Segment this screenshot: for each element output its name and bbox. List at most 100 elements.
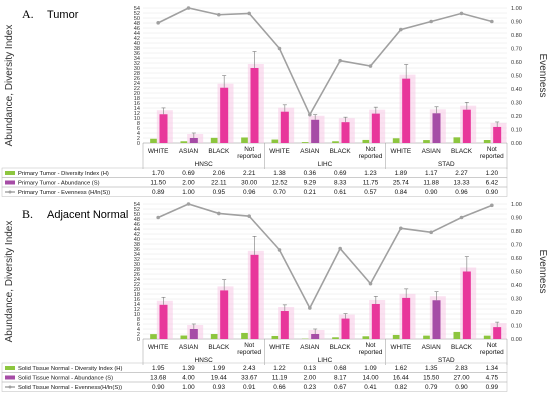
legend-entry: Solid Tissue Normal - Abundance (S) bbox=[18, 376, 113, 382]
data-table-cell: 2.06 bbox=[213, 170, 226, 177]
table-row bbox=[1, 381, 508, 392]
data-table-cell: 0.23 bbox=[304, 384, 317, 391]
point-evenness bbox=[490, 203, 494, 208]
x-tick-label: reported bbox=[359, 153, 383, 160]
point-evenness bbox=[399, 27, 403, 32]
y-axis-label-right: Evenness bbox=[537, 250, 548, 294]
data-table-cell: 1.39 bbox=[182, 365, 195, 372]
line-evenness bbox=[157, 7, 493, 117]
y-tick-label-left: 36 bbox=[134, 247, 140, 253]
y-tick-label-left: 0 bbox=[137, 141, 140, 147]
x-tick-label: ASIAN bbox=[300, 148, 320, 155]
y-tick-label-right: 0.70 bbox=[511, 47, 522, 53]
y-tick-label-left: 40 bbox=[134, 41, 140, 47]
data-table-cell: 1.38 bbox=[273, 170, 286, 177]
data-table-cell: 11.75 bbox=[363, 180, 379, 187]
point-evenness bbox=[186, 6, 191, 10]
y-tick-label-left: 12 bbox=[134, 307, 140, 313]
data-table-cell: 25.74 bbox=[393, 180, 409, 187]
point-evenness bbox=[308, 112, 312, 117]
data-table-cell: 1.20 bbox=[486, 170, 499, 177]
x-tick-label: ASIAN bbox=[179, 344, 199, 351]
data-table-cell: 0.69 bbox=[182, 170, 195, 177]
x-tick-label: WHITE bbox=[391, 344, 412, 351]
y-tick-label-left: 30 bbox=[134, 66, 140, 72]
y-tick-label-left: 6 bbox=[137, 322, 140, 328]
x-tick-label: BLACK bbox=[330, 344, 352, 351]
y-tick-label-right: 0.40 bbox=[511, 87, 522, 93]
data-table-cell: 0.36 bbox=[304, 170, 317, 177]
bar-diversity bbox=[301, 142, 309, 143]
x-tick-label: BLACK bbox=[208, 344, 230, 351]
legend-swatch bbox=[5, 375, 15, 380]
y-tick-label-left: 44 bbox=[134, 31, 140, 37]
y-tick-label-left: 22 bbox=[134, 86, 140, 92]
bar-diversity bbox=[483, 335, 491, 339]
data-table-cell: 1.95 bbox=[152, 365, 165, 372]
x-tick-label: Not bbox=[244, 342, 254, 349]
point-evenness bbox=[368, 64, 373, 68]
data-table-cell: 2.27 bbox=[455, 170, 468, 177]
y-tick-label-right: 0.60 bbox=[511, 256, 522, 262]
y-tick-label-left: 10 bbox=[134, 312, 140, 318]
bar-abundance bbox=[189, 138, 198, 143]
data-table-cell: 1.09 bbox=[364, 365, 377, 372]
bar-abundance bbox=[159, 304, 168, 339]
bar-abundance bbox=[250, 254, 259, 339]
y-tick-label-right: 0.50 bbox=[511, 270, 522, 276]
panel-title: A. bbox=[22, 7, 34, 21]
data-table-cell: 1.17 bbox=[425, 170, 438, 177]
y-tick-label-left: 6 bbox=[137, 126, 140, 132]
bar-abundance bbox=[311, 334, 320, 339]
data-table-cell: 8.17 bbox=[334, 375, 347, 382]
x-group-label: STAD bbox=[438, 161, 455, 168]
data-table-cell: 2.83 bbox=[455, 365, 468, 372]
bar-diversity bbox=[271, 335, 279, 339]
y-tick-label-left: 40 bbox=[134, 237, 140, 243]
y-tick-label-left: 48 bbox=[134, 21, 140, 27]
y-tick-label-right: 0.50 bbox=[511, 74, 522, 80]
legend-entry: Primary Tumor - Abundance (S) bbox=[18, 181, 100, 187]
bar-diversity bbox=[332, 141, 339, 143]
y-axis-label-right: Evenness bbox=[537, 54, 548, 98]
x-tick-label: ASIAN bbox=[422, 344, 442, 351]
panel-title: B. bbox=[22, 207, 33, 221]
data-table-cell: 14.00 bbox=[363, 375, 379, 382]
y-tick-label-left: 32 bbox=[134, 61, 140, 67]
y-tick-label-left: 20 bbox=[134, 91, 140, 97]
y-tick-label-right: 0.10 bbox=[511, 128, 522, 134]
x-tick-label: BLACK bbox=[330, 148, 352, 155]
y-tick-label-left: 8 bbox=[137, 121, 140, 127]
bar-diversity bbox=[150, 138, 157, 143]
x-tick-label: WHITE bbox=[148, 148, 169, 155]
data-table-cell: 13.33 bbox=[454, 180, 470, 187]
y-tick-label-right: 0.40 bbox=[511, 283, 522, 289]
y-tick-label-left: 32 bbox=[134, 257, 140, 263]
data-table-cell: 11.19 bbox=[272, 375, 288, 382]
bar-diversity bbox=[332, 337, 339, 339]
data-table-cell: 0.95 bbox=[213, 189, 226, 196]
y-tick-label-left: 50 bbox=[134, 16, 140, 22]
x-tick-label: reported bbox=[237, 349, 261, 356]
point-evenness bbox=[338, 58, 342, 63]
bar-abundance bbox=[493, 126, 502, 143]
y-tick-label-right: 1.00 bbox=[511, 202, 522, 208]
data-table-cell: 4.75 bbox=[486, 375, 499, 382]
data-table-cell: 1.35 bbox=[425, 365, 438, 372]
data-table-cell: 30.00 bbox=[241, 180, 257, 187]
data-table-cell: 1.70 bbox=[152, 170, 165, 177]
legend-entry: Primary Tumor - Evenness (H/ln(S)) bbox=[18, 190, 110, 196]
bar-diversity bbox=[180, 141, 188, 143]
y-tick-label-left: 52 bbox=[134, 11, 140, 17]
bar-abundance bbox=[280, 311, 289, 339]
point-evenness bbox=[399, 226, 403, 231]
y-tick-label-left: 14 bbox=[134, 302, 140, 308]
bar-abundance bbox=[432, 113, 441, 143]
y-tick-label-right: 0.20 bbox=[511, 114, 522, 120]
bar-abundance bbox=[220, 290, 229, 339]
y-tick-label-left: 10 bbox=[134, 116, 140, 122]
y-tick-label-left: 34 bbox=[134, 252, 140, 258]
y-tick-label-right: 0.70 bbox=[511, 243, 522, 249]
bar-abundance bbox=[311, 119, 320, 143]
bar-diversity bbox=[423, 335, 430, 339]
